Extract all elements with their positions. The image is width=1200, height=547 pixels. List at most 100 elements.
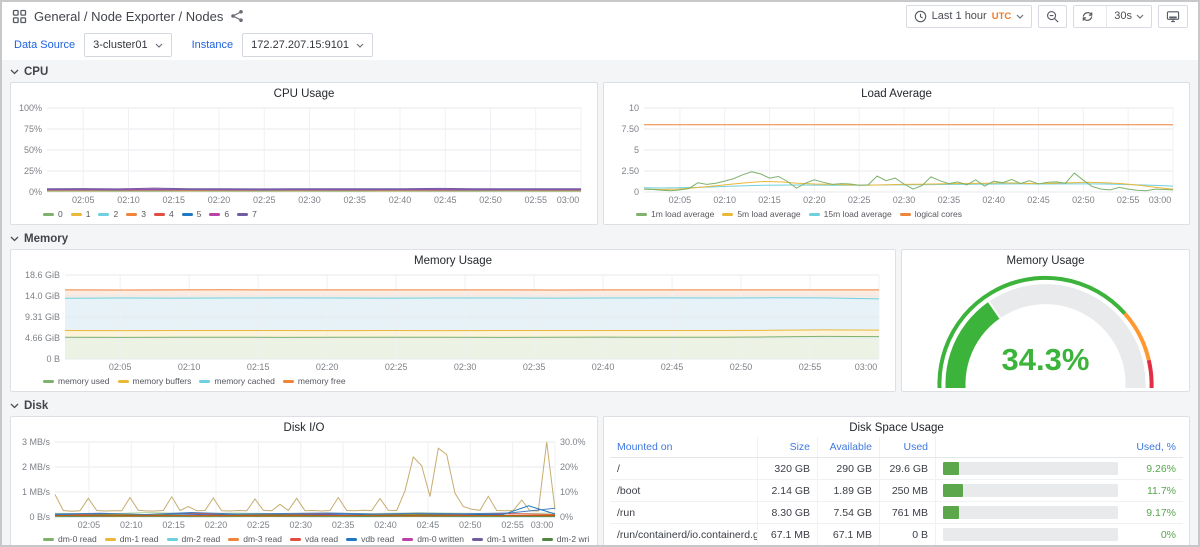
monitor-icon	[1166, 10, 1180, 23]
load-average-chart[interactable]: 02.5057.501002:0502:1002:1502:2002:2502:…	[610, 103, 1183, 206]
svg-text:100%: 100%	[19, 103, 42, 113]
svg-text:02:05: 02:05	[109, 362, 132, 372]
svg-text:02:10: 02:10	[120, 520, 143, 530]
cell-used: 250 MB	[880, 480, 936, 501]
svg-text:02:45: 02:45	[1027, 195, 1050, 205]
legend-item[interactable]: logical cores	[900, 209, 962, 219]
variable-instance: Instance 172.27.207.15:9101	[190, 33, 373, 57]
legend-item[interactable]: vda read	[290, 534, 338, 544]
svg-text:02:05: 02:05	[669, 195, 692, 205]
table-header-row: Mounted onSizeAvailableUsed Used, %	[610, 437, 1183, 458]
dashboard-variables: Data Source 3-cluster01 Instance 172.27.…	[2, 30, 1198, 60]
svg-text:02:35: 02:35	[938, 195, 961, 205]
chevron-down-icon	[10, 403, 19, 409]
zoom-out-button[interactable]	[1038, 5, 1067, 28]
svg-text:5: 5	[634, 145, 639, 155]
legend-label: 3	[141, 209, 146, 219]
column-header-available[interactable]: Available	[818, 437, 880, 457]
legend-item[interactable]: 15m load average	[809, 209, 892, 219]
svg-text:02:50: 02:50	[1072, 195, 1095, 205]
svg-text:03:00: 03:00	[1149, 195, 1172, 205]
legend-item[interactable]: 3	[126, 209, 146, 219]
column-header-mounted-on[interactable]: Mounted on	[610, 437, 758, 457]
legend-item[interactable]: 4	[154, 209, 174, 219]
instance-label: Instance	[190, 39, 236, 51]
breadcrumb[interactable]: General / Node Exporter / Nodes	[34, 9, 223, 24]
legend-color-chip	[199, 380, 210, 383]
svg-text:02:35: 02:35	[343, 195, 366, 205]
svg-text:02:15: 02:15	[758, 195, 781, 205]
legend-item[interactable]: 5	[182, 209, 202, 219]
legend-item[interactable]: memory used	[43, 376, 110, 386]
disk-io-chart[interactable]: 0 B/s1 MB/s2 MB/s3 MB/s02:0502:1002:1502…	[17, 437, 591, 531]
legend-item[interactable]: memory free	[283, 376, 346, 386]
cell-used: 0 B	[880, 524, 936, 545]
disk-space-table: Mounted onSizeAvailableUsedUsed, %/320 G…	[610, 437, 1183, 547]
svg-text:02:40: 02:40	[374, 520, 397, 530]
panel-load-average: Load Average 02.5057.501002:0502:1002:15…	[603, 82, 1190, 225]
refresh-button[interactable]	[1074, 6, 1101, 27]
svg-text:02:30: 02:30	[893, 195, 916, 205]
legend-item[interactable]: dm-0 read	[43, 534, 97, 544]
column-header-size[interactable]: Size	[758, 437, 818, 457]
section-title: Memory	[24, 233, 68, 245]
legend-item[interactable]: memory buffers	[118, 376, 192, 386]
instance-dropdown[interactable]: 172.27.207.15:9101	[242, 33, 373, 57]
panel-title[interactable]: Memory Usage	[17, 253, 889, 270]
svg-text:0%: 0%	[29, 187, 42, 197]
legend-color-chip	[402, 538, 413, 541]
datasource-dropdown[interactable]: 3-cluster01	[84, 33, 171, 57]
section-row-memory[interactable]: Memory	[10, 230, 1190, 247]
svg-text:02:20: 02:20	[803, 195, 826, 205]
legend-item[interactable]: memory cached	[199, 376, 274, 386]
svg-text:02:10: 02:10	[713, 195, 736, 205]
legend-item[interactable]: 1	[71, 209, 91, 219]
section-title: CPU	[24, 66, 48, 78]
share-icon[interactable]	[230, 9, 244, 23]
legend-item[interactable]: dm-3 read	[228, 534, 282, 544]
legend-item[interactable]: dm-2 read	[167, 534, 221, 544]
legend-item[interactable]: 7	[237, 209, 257, 219]
legend-item[interactable]: dm-0 written	[402, 534, 464, 544]
legend-item[interactable]: 1m load average	[636, 209, 714, 219]
chevron-down-icon	[1136, 14, 1144, 19]
legend-item[interactable]: 2	[98, 209, 118, 219]
kiosk-mode-button[interactable]	[1158, 5, 1188, 28]
legend-item[interactable]: 6	[209, 209, 229, 219]
legend-color-chip	[542, 538, 553, 541]
legend-item[interactable]: 0	[43, 209, 63, 219]
time-range-picker[interactable]: Last 1 hour UTC	[906, 5, 1033, 28]
legend-item[interactable]: vdb read	[346, 534, 394, 544]
datasource-value: 3-cluster01	[93, 39, 147, 51]
legend-label: dm-2 written	[557, 534, 589, 544]
column-header-used-[interactable]: Used, %	[1125, 437, 1183, 457]
svg-text:02:50: 02:50	[479, 195, 502, 205]
legend-item[interactable]: 5m load average	[722, 209, 800, 219]
svg-text:02:35: 02:35	[332, 520, 355, 530]
legend-label: 5	[197, 209, 202, 219]
cell-mounted-on: /	[610, 458, 758, 479]
svg-text:14.0 GiB: 14.0 GiB	[25, 291, 60, 301]
legend-item[interactable]: dm-1 read	[105, 534, 159, 544]
panel-title[interactable]: Disk I/O	[17, 420, 591, 437]
panel-title[interactable]: Disk Space Usage	[610, 420, 1183, 437]
panel-title[interactable]: Memory Usage	[908, 253, 1183, 270]
panel-title[interactable]: Load Average	[610, 86, 1183, 103]
svg-text:1 MB/s: 1 MB/s	[22, 487, 51, 497]
section-row-cpu[interactable]: CPU	[10, 63, 1190, 80]
memory-usage-chart[interactable]: 0 B4.66 GiB9.31 GiB14.0 GiB18.6 GiB02:05…	[17, 270, 889, 373]
svg-text:02:35: 02:35	[523, 362, 546, 372]
legend-item[interactable]: dm-2 written	[542, 534, 589, 544]
cell-usage-bar	[936, 524, 1125, 545]
section-row-disk[interactable]: Disk	[10, 397, 1190, 414]
legend-label: dm-3 read	[243, 534, 282, 544]
usage-bar-track	[943, 528, 1118, 541]
legend-label: dm-2 read	[182, 534, 221, 544]
panel-title[interactable]: CPU Usage	[17, 86, 591, 103]
refresh-interval-dropdown[interactable]: 30s	[1106, 6, 1151, 27]
legend-item[interactable]: dm-1 written	[472, 534, 534, 544]
column-header-used[interactable]: Used	[880, 437, 936, 457]
legend-color-chip	[290, 538, 301, 541]
cpu-usage-chart[interactable]: 0%25%50%75%100%02:0502:1002:1502:2002:25…	[17, 103, 591, 206]
panel-disk-io: Disk I/O 0 B/s1 MB/s2 MB/s3 MB/s02:0502:…	[10, 416, 598, 547]
